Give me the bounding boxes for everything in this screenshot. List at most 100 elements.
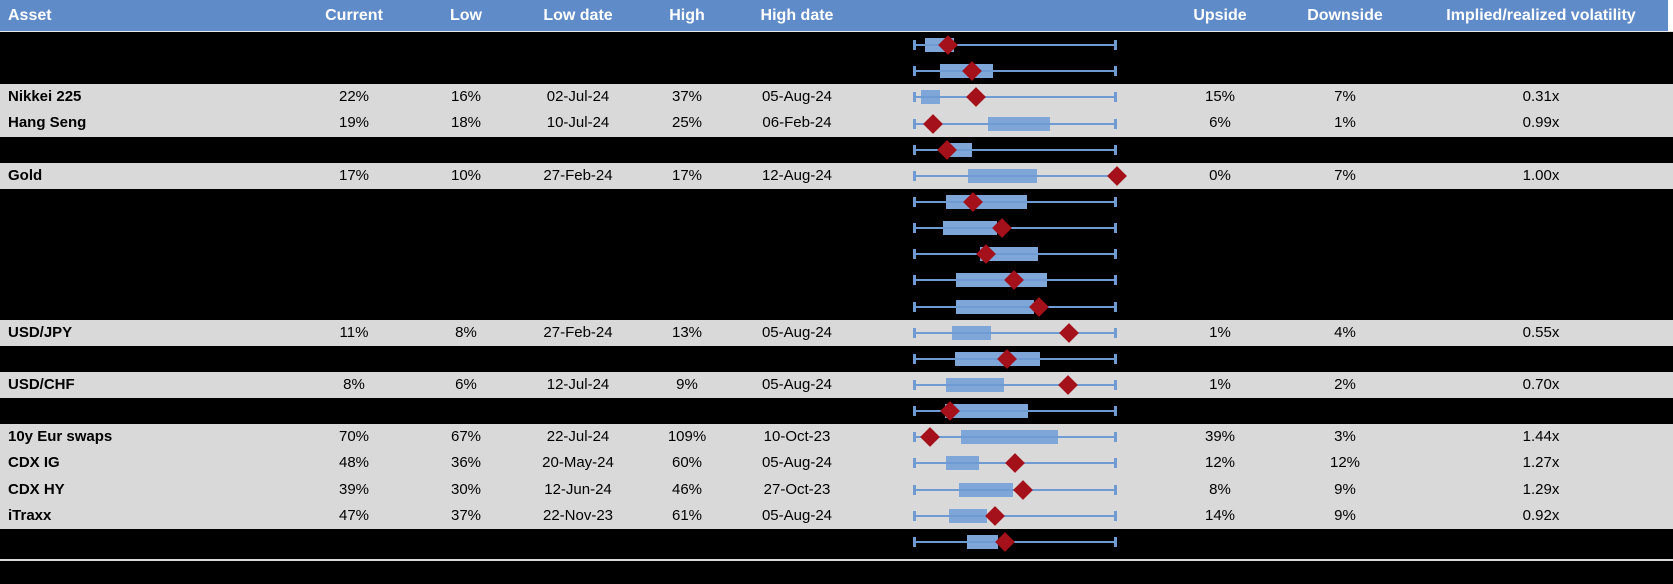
cell-current: 70% bbox=[338, 428, 370, 446]
column-header-high-date: High date bbox=[760, 7, 834, 24]
whisker-cap-right bbox=[1114, 406, 1117, 417]
cell-high: 13% bbox=[671, 323, 703, 341]
whisker-cap-left bbox=[913, 66, 916, 77]
whisker-cap-left bbox=[913, 170, 916, 181]
cell-low-date: 12-Jun-24 bbox=[544, 480, 612, 498]
table-row bbox=[0, 241, 1673, 268]
cell-ivol: 0.70x bbox=[1522, 375, 1560, 393]
cell-high-date: 10-Oct-23 bbox=[763, 428, 831, 446]
cell-low: 37% bbox=[450, 506, 482, 524]
cell-current: 39% bbox=[338, 480, 370, 498]
cell-low-date: 22-Jul-24 bbox=[546, 428, 610, 446]
current-level-diamond-icon bbox=[922, 113, 943, 134]
whisker-cap-right bbox=[1114, 249, 1117, 260]
cell-high-date: 27-Oct-23 bbox=[763, 480, 831, 498]
current-level-diamond-icon bbox=[1107, 165, 1127, 186]
cell-current: 19% bbox=[338, 114, 370, 132]
table-row bbox=[0, 58, 1673, 85]
cell-ivol: 1.00x bbox=[1522, 166, 1560, 184]
cell-asset: Nikkei 225 bbox=[8, 88, 82, 106]
table-row bbox=[0, 345, 1673, 372]
range-boxplot bbox=[913, 163, 1127, 189]
cell-low: 8% bbox=[455, 323, 477, 341]
table-row: iTraxx 47% 37% 22-Nov-23 61% 05-Aug-24 14% 9% 0.… bbox=[0, 502, 1673, 529]
cell-upside: 8% bbox=[1209, 480, 1231, 498]
whisker-line bbox=[913, 540, 1117, 543]
current-level-diamond-icon bbox=[1012, 479, 1033, 500]
table-header-row: Asset Current Low Low date High High dat… bbox=[0, 0, 1673, 31]
cell-low: 16% bbox=[450, 88, 482, 106]
cell-low: 18% bbox=[450, 114, 482, 132]
header-underline bbox=[0, 31, 1673, 32]
cell-low: 10% bbox=[450, 166, 482, 184]
range-boxplot bbox=[913, 503, 1117, 529]
cell-high-date: 06-Feb-24 bbox=[762, 114, 832, 132]
range-boxplot bbox=[913, 189, 1117, 215]
whisker-cap-left bbox=[913, 458, 916, 469]
range-boxplot bbox=[913, 84, 1117, 110]
cell-high: 60% bbox=[671, 454, 703, 472]
whisker-cap-right bbox=[1114, 301, 1117, 312]
table-row bbox=[0, 215, 1673, 242]
whisker-cap-right bbox=[1114, 510, 1117, 521]
whisker-line bbox=[913, 305, 1117, 308]
whisker-cap-right bbox=[1114, 536, 1117, 547]
range-boxplot bbox=[913, 215, 1117, 241]
range-boxplot bbox=[913, 110, 1117, 136]
cell-ivol: 0.99x bbox=[1522, 114, 1560, 132]
whisker-cap-right bbox=[1114, 40, 1117, 51]
whisker-cap-right bbox=[1114, 484, 1117, 495]
cell-asset: 10y Eur swaps bbox=[8, 428, 113, 446]
cell-high-date: 05-Aug-24 bbox=[761, 88, 833, 106]
current-level-diamond-icon bbox=[1058, 322, 1079, 343]
current-level-diamond-icon bbox=[1005, 453, 1026, 474]
cell-ivol: 1.29x bbox=[1522, 480, 1560, 498]
cell-low-date: 02-Jul-24 bbox=[546, 88, 610, 106]
cell-downside: 1% bbox=[1334, 114, 1356, 132]
whisker-line bbox=[913, 122, 1117, 125]
cell-downside: 3% bbox=[1334, 428, 1356, 446]
cell-ivol: 1.44x bbox=[1522, 428, 1560, 446]
table-row: Hang Seng 19% 18% 10-Jul-24 25% 06-Feb-24 6% 1%… bbox=[0, 110, 1673, 137]
range-boxplot bbox=[913, 32, 1117, 58]
whisker-cap-left bbox=[913, 536, 916, 547]
table-row: Gold 17% 10% 27-Feb-24 17% 12-Aug-24 0% 7% 1.00x bbox=[0, 162, 1673, 189]
whisker-cap-right bbox=[1114, 327, 1117, 338]
range-boxplot bbox=[913, 346, 1117, 372]
cell-upside: 12% bbox=[1204, 454, 1236, 472]
whisker-cap-left bbox=[913, 432, 916, 443]
cell-upside: 6% bbox=[1209, 114, 1231, 132]
whisker-cap-left bbox=[913, 406, 916, 417]
range-boxplot bbox=[913, 241, 1117, 267]
cell-asset: Hang Seng bbox=[8, 114, 87, 132]
whisker-cap-left bbox=[913, 380, 916, 390]
table-row: CDX HY 39% 30% 12-Jun-24 46% 27-Oct-23 8% 9% 1.2… bbox=[0, 476, 1673, 503]
current-level-diamond-icon bbox=[965, 87, 986, 108]
table-row: USD/JPY 11% 8% 27-Feb-24 13% 05-Aug-24 1% 4% 0.5… bbox=[0, 319, 1673, 346]
table-row bbox=[0, 188, 1673, 216]
cell-upside: 1% bbox=[1209, 375, 1231, 393]
whisker-cap-left bbox=[913, 327, 916, 338]
cell-upside: 39% bbox=[1204, 428, 1236, 446]
whisker-cap-right bbox=[1114, 196, 1117, 207]
whisker-cap-right bbox=[1114, 118, 1117, 129]
cell-low: 30% bbox=[450, 480, 482, 498]
whisker-cap-left bbox=[913, 510, 916, 521]
column-header-high: High bbox=[669, 7, 705, 24]
cell-high-date: 05-Aug-24 bbox=[761, 323, 833, 341]
range-boxplot bbox=[913, 267, 1117, 293]
cell-downside: 7% bbox=[1334, 88, 1356, 106]
whisker-cap-right bbox=[1114, 380, 1117, 390]
cell-downside: 2% bbox=[1334, 375, 1356, 393]
cell-low: 67% bbox=[450, 428, 482, 446]
current-level-diamond-icon bbox=[1058, 375, 1078, 395]
whisker-line bbox=[913, 514, 1117, 517]
whisker-cap-right bbox=[1114, 144, 1117, 155]
whisker-cap-left bbox=[913, 484, 916, 495]
cell-low-date: 27-Feb-24 bbox=[543, 323, 613, 341]
whisker-cap-left bbox=[913, 301, 916, 312]
whisker-cap-right bbox=[1114, 432, 1117, 443]
cell-asset: iTraxx bbox=[8, 506, 52, 524]
table-row: Nikkei 225 22% 16% 02-Jul-24 37% 05-Aug-24 15%… bbox=[0, 84, 1673, 111]
cell-downside: 7% bbox=[1334, 166, 1356, 184]
